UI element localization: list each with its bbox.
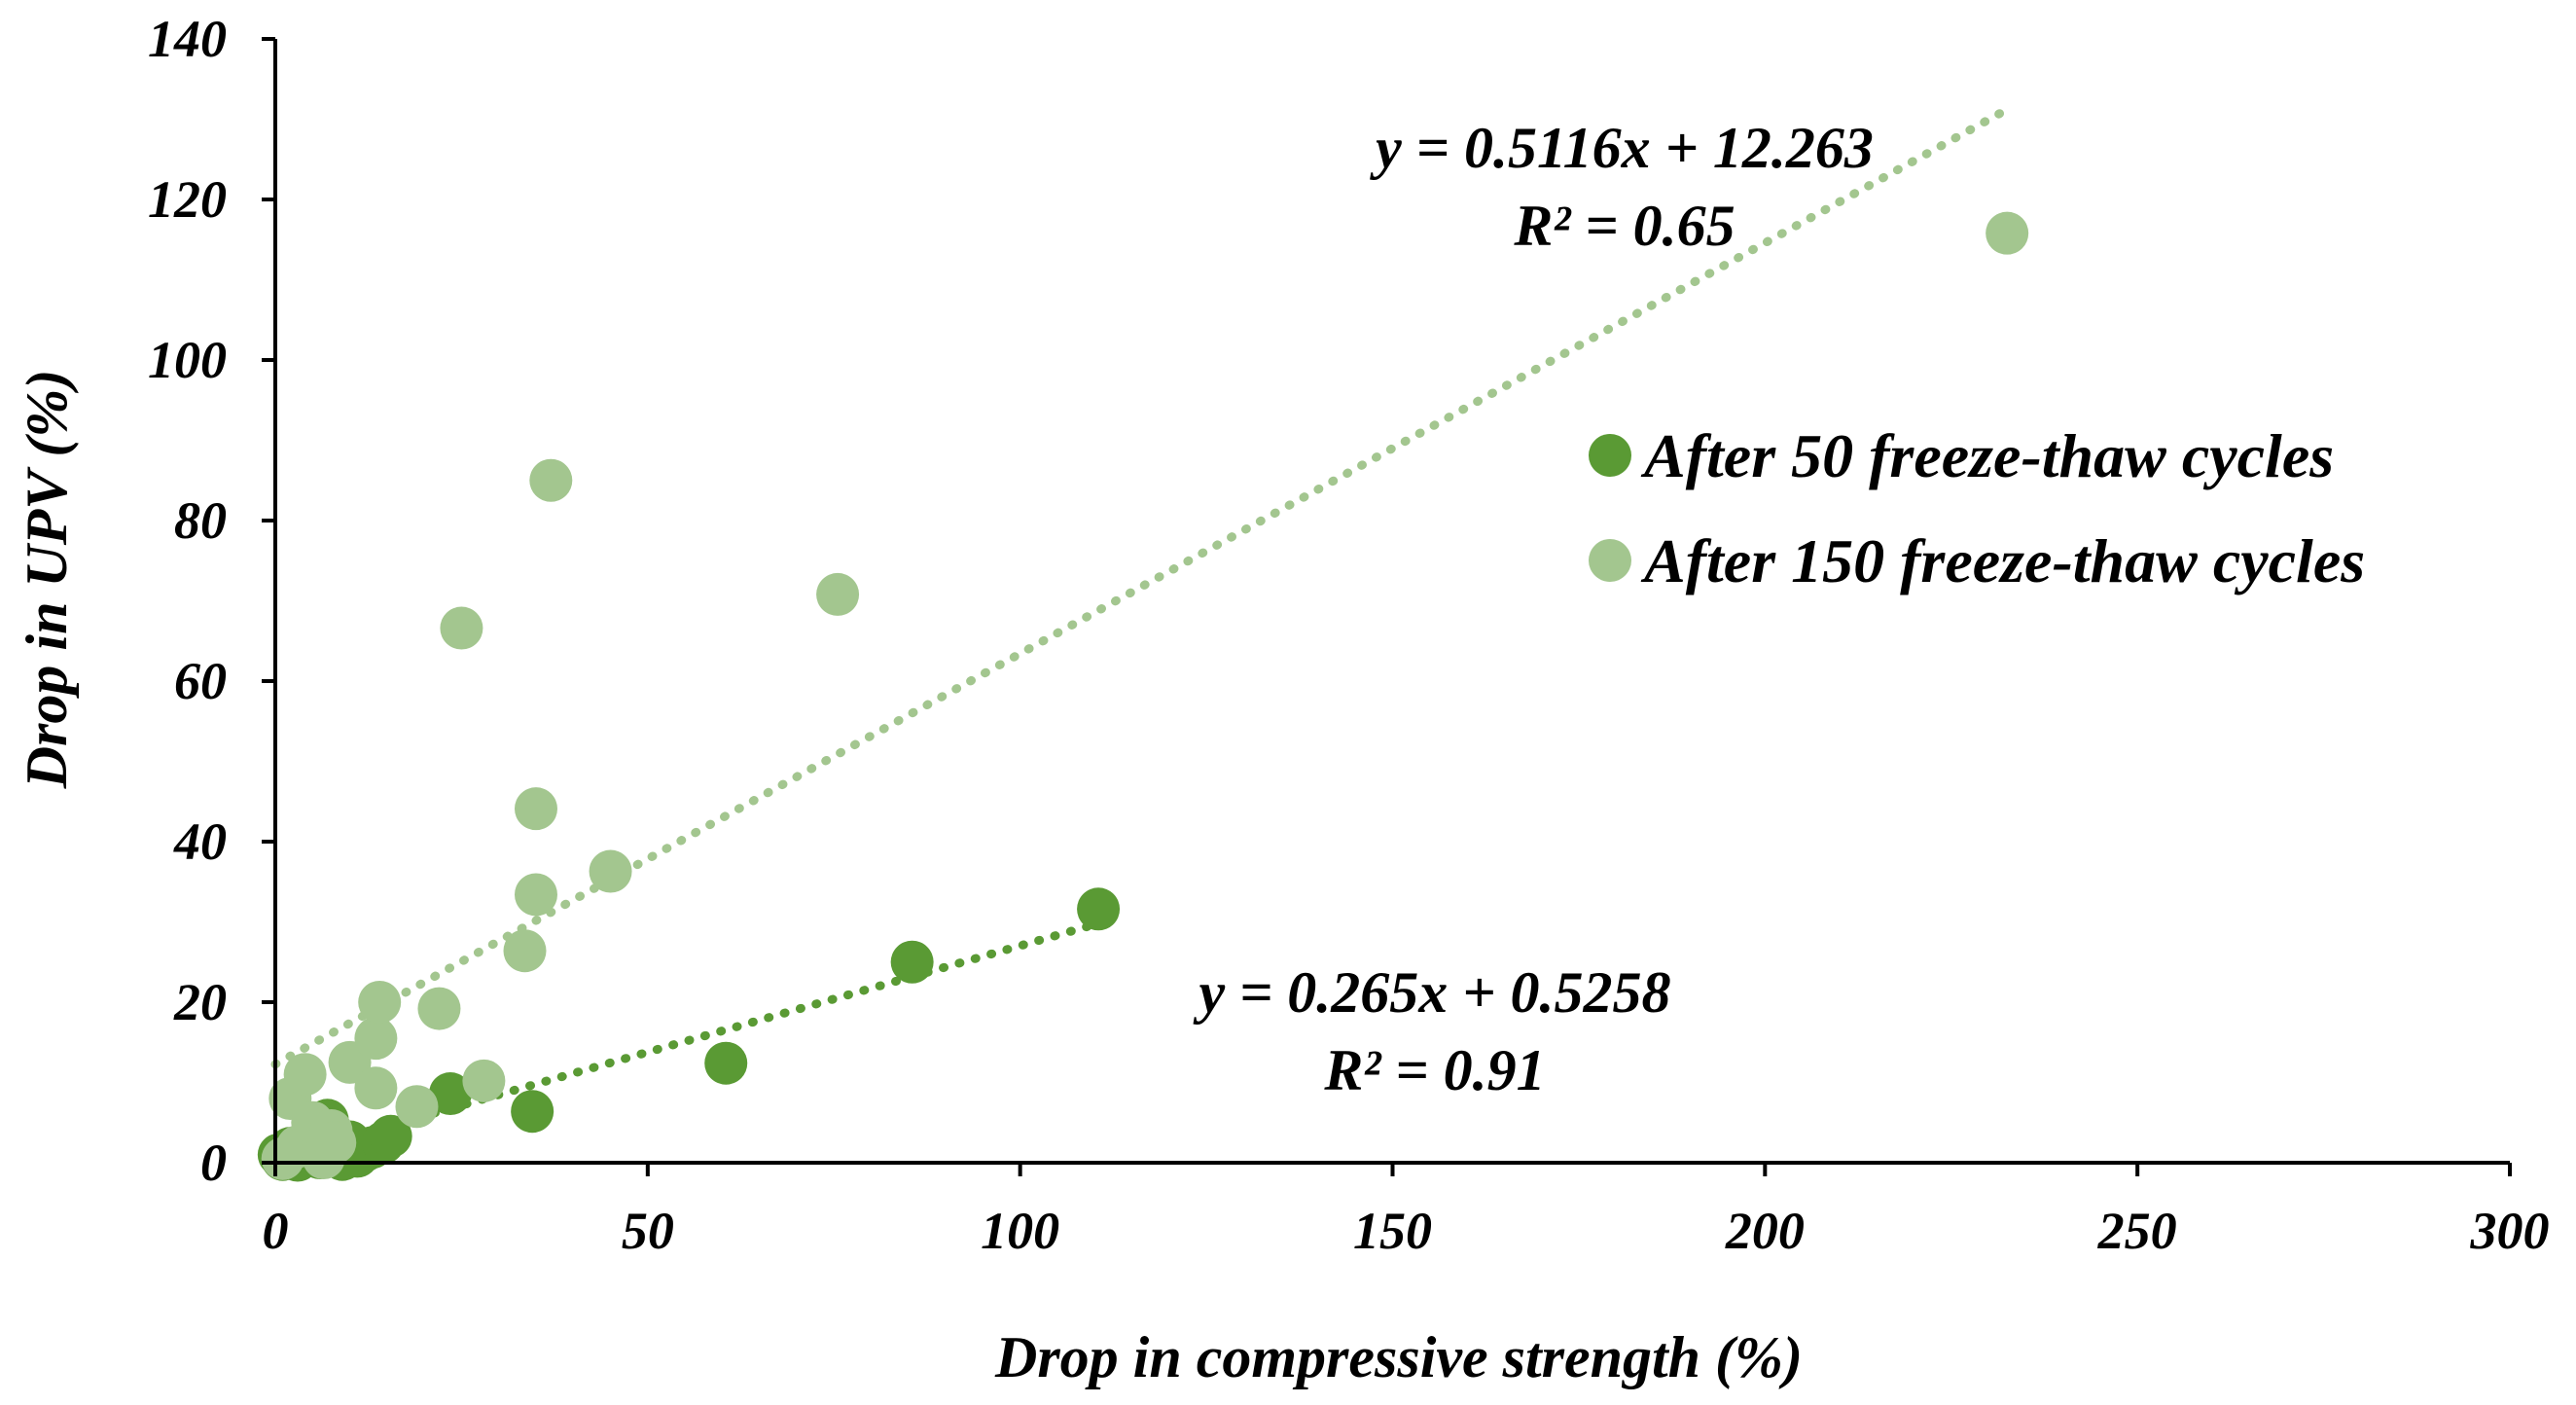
data-point-series-1 <box>890 940 934 984</box>
data-point-series-2 <box>589 849 632 893</box>
legend-label-series-2: After 150 freeze-thaw cycles <box>1640 526 2365 595</box>
x-tick-label: 150 <box>1353 1202 1432 1260</box>
y-tick-label: 60 <box>174 652 227 710</box>
x-tick-label: 100 <box>981 1202 1059 1260</box>
y-tick-label: 100 <box>148 331 227 389</box>
x-tick-label: 0 <box>263 1202 289 1260</box>
x-tick-label: 250 <box>2097 1202 2177 1260</box>
equation-series-2: y = 0.5116x + 12.263 <box>1370 116 1874 180</box>
y-tick-label: 120 <box>148 170 227 229</box>
y-tick-label: 0 <box>200 1134 227 1192</box>
data-point-series-2 <box>354 1017 398 1061</box>
plot-area <box>257 105 2029 1182</box>
data-point-series-2 <box>503 929 547 973</box>
y-tick-label: 40 <box>173 812 227 871</box>
y-tick-label: 140 <box>148 10 227 68</box>
x-tick-label: 300 <box>2470 1202 2550 1260</box>
legend: After 50 freeze-thaw cycles After 150 fr… <box>1589 421 2365 595</box>
x-tick-label: 50 <box>622 1202 674 1260</box>
data-point-series-2 <box>816 572 860 616</box>
data-point-series-2 <box>1986 211 2029 255</box>
data-point-series-2 <box>440 606 483 650</box>
data-point-series-1 <box>369 1114 412 1158</box>
data-point-series-2 <box>283 1053 327 1097</box>
y-axis-ticks: 0 20 40 60 80 100 120 140 <box>148 10 275 1192</box>
data-point-series-1 <box>704 1041 748 1085</box>
x-axis-title: Drop in compressive strength (%) <box>994 1325 1803 1389</box>
data-point-series-2 <box>313 1121 357 1165</box>
data-point-series-2 <box>354 1066 398 1110</box>
legend-marker-series-1 <box>1589 434 1631 477</box>
x-axis-ticks: 0 50 100 150 200 250 300 <box>263 1163 2550 1260</box>
r2-series-2: R² = 0.65 <box>1513 194 1735 258</box>
data-point-series-2 <box>358 981 402 1024</box>
data-point-series-2 <box>417 987 461 1030</box>
data-point-series-1 <box>428 1072 472 1116</box>
trendline-series-1 <box>270 919 1103 1164</box>
legend-marker-series-2 <box>1589 539 1631 582</box>
x-tick-label: 200 <box>1725 1202 1805 1260</box>
y-tick-label: 80 <box>174 491 227 550</box>
trendline-series-2 <box>270 105 2012 1069</box>
y-axis-title: Drop in UPV (%) <box>15 370 79 790</box>
data-point-series-1 <box>511 1090 555 1134</box>
data-point-series-2 <box>514 873 557 917</box>
data-point-series-1 <box>1077 887 1121 931</box>
r2-series-1: R² = 0.91 <box>1323 1038 1545 1102</box>
data-point-series-2 <box>462 1059 506 1102</box>
y-tick-label: 20 <box>173 973 227 1031</box>
series-2-points <box>261 211 2029 1180</box>
data-point-series-2 <box>395 1085 439 1129</box>
data-point-series-2 <box>529 458 573 502</box>
equation-series-1: y = 0.265x + 0.5258 <box>1193 960 1670 1025</box>
data-point-series-2 <box>514 787 557 831</box>
legend-label-series-1: After 50 freeze-thaw cycles <box>1640 421 2334 490</box>
